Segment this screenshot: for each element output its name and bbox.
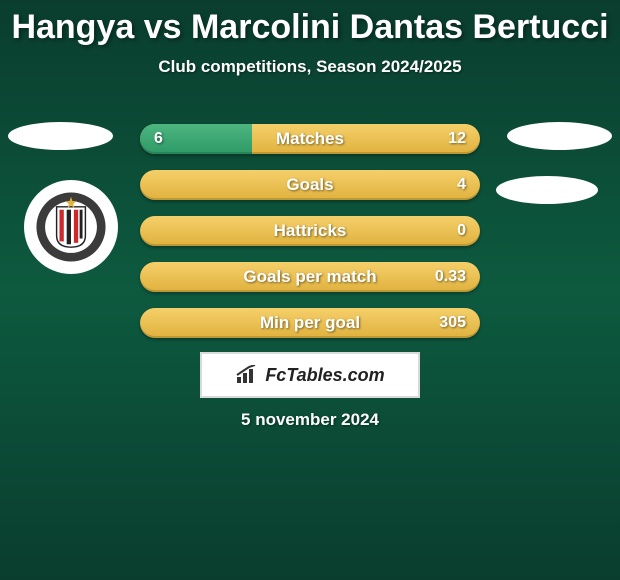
bar-right-value: 4 <box>457 170 466 200</box>
right-ellipse-1 <box>507 122 612 150</box>
bar-row-matches: 6 Matches 12 <box>140 124 480 154</box>
date-text: 5 november 2024 <box>0 410 620 430</box>
bar-right-value: 305 <box>439 308 466 338</box>
bar-row-goals-per-match: Goals per match 0.33 <box>140 262 480 292</box>
bar-row-goals: Goals 4 <box>140 170 480 200</box>
club-badge-icon <box>35 191 107 263</box>
bar-label: Hattricks <box>140 216 480 246</box>
bar-label: Goals <box>140 170 480 200</box>
bar-right-value: 12 <box>448 124 466 154</box>
brand-chart-icon <box>235 365 259 385</box>
page-title: Hangya vs Marcolini Dantas Bertucci <box>0 0 620 47</box>
stats-bars: 6 Matches 12 Goals 4 Hattricks 0 Goals p… <box>140 124 480 354</box>
bar-row-min-per-goal: Min per goal 305 <box>140 308 480 338</box>
brand-text: FcTables.com <box>265 365 384 386</box>
club-badge <box>24 180 118 274</box>
bar-label: Goals per match <box>140 262 480 292</box>
bar-right-value: 0 <box>457 216 466 246</box>
subtitle: Club competitions, Season 2024/2025 <box>0 57 620 77</box>
bar-right-value: 0.33 <box>435 262 466 292</box>
brand-box: FcTables.com <box>200 352 420 398</box>
bar-row-hattricks: Hattricks 0 <box>140 216 480 246</box>
bar-label: Matches <box>140 124 480 154</box>
left-ellipse-1 <box>8 122 113 150</box>
right-ellipse-2 <box>496 176 598 204</box>
bar-label: Min per goal <box>140 308 480 338</box>
